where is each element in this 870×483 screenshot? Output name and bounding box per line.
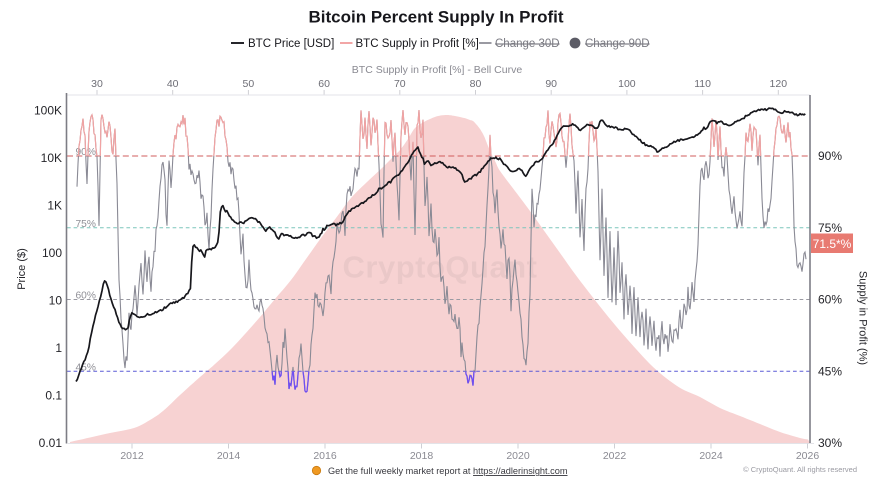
svg-text:1: 1 <box>55 341 62 355</box>
svg-text:Change 90D: Change 90D <box>585 38 650 50</box>
svg-text:0.1: 0.1 <box>45 389 62 403</box>
svg-text:Bitcoin Percent Supply In Prof: Bitcoin Percent Supply In Profit <box>308 8 563 27</box>
svg-text:BTC Price [USD]: BTC Price [USD] <box>248 38 334 50</box>
svg-text:2026: 2026 <box>796 450 820 462</box>
svg-text:45%: 45% <box>76 363 96 374</box>
svg-text:2018: 2018 <box>410 450 434 462</box>
svg-text:10K: 10K <box>41 151 62 165</box>
svg-text:40: 40 <box>167 78 179 90</box>
svg-text:Change 30D: Change 30D <box>495 38 560 50</box>
svg-text:Get the full weekly market rep: Get the full weekly market report at htt… <box>328 466 568 476</box>
svg-text:10: 10 <box>49 294 63 308</box>
svg-text:2022: 2022 <box>603 450 627 462</box>
svg-text:71.5*%: 71.5*% <box>813 237 852 251</box>
svg-text:110: 110 <box>694 78 711 90</box>
svg-text:75%: 75% <box>76 219 96 230</box>
svg-text:2016: 2016 <box>313 450 337 462</box>
svg-text:60%: 60% <box>818 293 842 307</box>
svg-text:0.01: 0.01 <box>39 436 63 450</box>
svg-text:Supply in Profit (%): Supply in Profit (%) <box>857 271 869 365</box>
svg-text:© CryptoQuant. All rights rese: © CryptoQuant. All rights reserved <box>743 465 857 474</box>
svg-text:2012: 2012 <box>120 450 144 462</box>
svg-text:80: 80 <box>470 78 482 90</box>
svg-text:120: 120 <box>770 78 788 90</box>
svg-text:50: 50 <box>243 78 255 90</box>
svg-text:30%: 30% <box>818 436 842 450</box>
svg-text:BTC Supply in Profit [%] - Bel: BTC Supply in Profit [%] - Bell Curve <box>352 64 523 76</box>
svg-text:2020: 2020 <box>506 450 530 462</box>
svg-text:60%: 60% <box>76 291 96 302</box>
svg-text:45%: 45% <box>818 364 842 378</box>
svg-text:90%: 90% <box>818 149 842 163</box>
svg-text:Price ($): Price ($) <box>16 248 28 290</box>
svg-text:BTC Supply in Profit [%]: BTC Supply in Profit [%] <box>356 38 479 50</box>
svg-text:100K: 100K <box>34 104 62 118</box>
svg-text:60: 60 <box>318 78 330 90</box>
svg-text:100: 100 <box>42 246 62 260</box>
svg-text:90: 90 <box>545 78 557 90</box>
svg-text:70: 70 <box>394 78 406 90</box>
svg-text:2024: 2024 <box>699 450 723 462</box>
svg-text:30: 30 <box>91 78 103 90</box>
svg-text:100: 100 <box>618 78 636 90</box>
svg-text:75%: 75% <box>818 221 842 235</box>
svg-text:1K: 1K <box>47 199 62 213</box>
svg-text:2014: 2014 <box>217 450 241 462</box>
